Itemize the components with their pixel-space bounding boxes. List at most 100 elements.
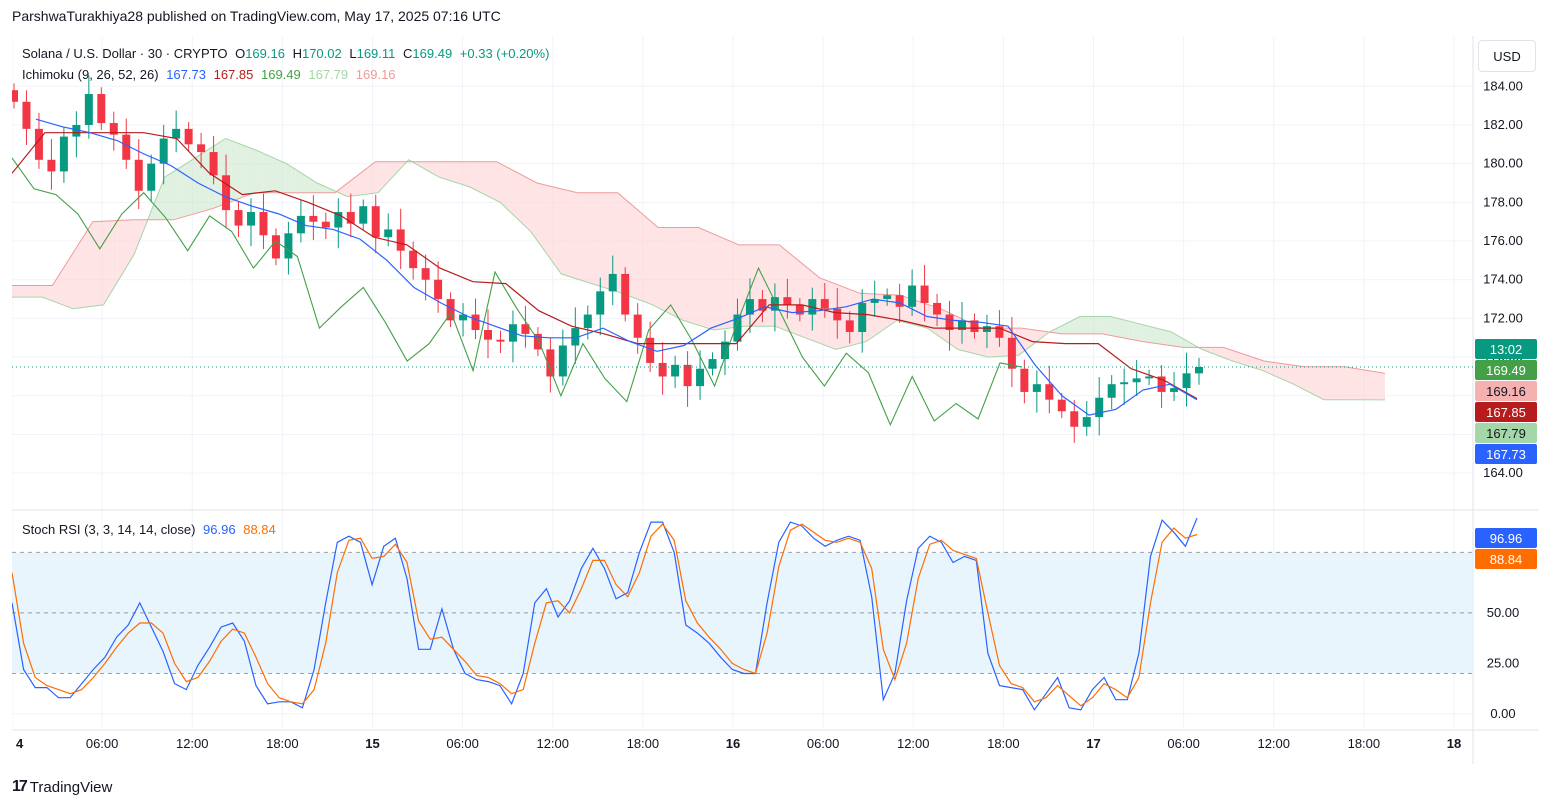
- price-tag: 167.73: [1475, 444, 1537, 464]
- candle: [608, 255, 617, 306]
- cloud-segment: [506, 166, 511, 213]
- cloud-segment: [524, 176, 530, 230]
- cloud-segment: [231, 140, 237, 202]
- cloud-segment: [629, 203, 635, 298]
- candle-body: [22, 101, 31, 129]
- stoch-label: Stoch RSI (3, 3, 14, 14, close): [22, 522, 196, 537]
- cloud-segment: [176, 166, 182, 219]
- candle-body: [633, 314, 642, 338]
- cloud-segment: [1302, 366, 1308, 392]
- candle: [409, 241, 418, 280]
- cloud-segment: [57, 269, 63, 305]
- cloud-segment: [130, 219, 136, 260]
- cloud-segment: [721, 237, 726, 330]
- cloud-segment: [1137, 323, 1143, 342]
- cloud-segment: [776, 244, 781, 329]
- cloud-segment: [1169, 331, 1175, 347]
- candle-body: [820, 299, 829, 309]
- chart-canvas[interactable]: 164.00166.00168.00170.00172.00174.00176.…: [12, 36, 1539, 764]
- price-tag-bg: [1475, 444, 1537, 464]
- candle-body: [933, 302, 942, 315]
- cloud-segment: [634, 207, 640, 300]
- cloud-segment: [1087, 316, 1093, 334]
- candle-body: [459, 314, 468, 321]
- cloud-segment: [689, 227, 694, 324]
- candle: [1007, 317, 1016, 388]
- candle-body: [608, 273, 617, 292]
- candle: [147, 154, 156, 203]
- candle: [721, 330, 729, 376]
- candle: [484, 309, 492, 359]
- time-axis-label: 12:00: [536, 736, 569, 751]
- cloud-segment: [350, 177, 356, 197]
- candle-body: [571, 328, 580, 346]
- cloud-segment: [1243, 354, 1248, 366]
- main-legend: Solana / U.S. Dollar · 30 · CRYPTO O169.…: [22, 46, 553, 61]
- candle-body: [1082, 417, 1091, 427]
- price-tag: 167.79: [1475, 423, 1537, 443]
- cloud-segment: [455, 161, 461, 184]
- cloud-segment: [510, 169, 516, 217]
- time-axis-label: 4: [16, 736, 24, 751]
- cloud-segment: [579, 192, 585, 282]
- candle: [970, 313, 979, 339]
- price-tag-label: 13:02: [1490, 342, 1523, 357]
- cloud-segment: [671, 227, 676, 317]
- cloud-segment: [904, 296, 910, 324]
- cloud-segment: [1092, 316, 1097, 334]
- tradingview-logo-text: TradingView: [29, 778, 113, 796]
- candle-body: [334, 212, 343, 228]
- candle-body: [1032, 384, 1041, 392]
- cloud-segment: [492, 161, 498, 201]
- cloud-segment: [520, 174, 525, 226]
- candle-body: [172, 128, 181, 139]
- cloud-segment: [98, 221, 104, 306]
- candle: [334, 198, 343, 249]
- cloud-segment: [1266, 361, 1271, 375]
- candle: [496, 330, 505, 354]
- cloud-segment: [639, 211, 644, 302]
- candle-body: [845, 320, 854, 332]
- cloud-segment: [327, 187, 333, 193]
- candle: [172, 110, 181, 153]
- candle-body: [321, 221, 330, 228]
- cloud-segment: [803, 264, 809, 339]
- candle-body: [34, 128, 43, 160]
- cloud-segment: [982, 328, 987, 357]
- candle-body: [970, 320, 979, 332]
- price-tag-label: 169.16: [1486, 384, 1526, 399]
- candle-body: [708, 359, 717, 369]
- time-axis-label: 15: [365, 736, 379, 751]
- price-tag: 167.85: [1475, 402, 1537, 422]
- cloud-segment: [533, 181, 539, 243]
- stoch-k-value: 96.96: [203, 522, 236, 537]
- cloud-segment: [876, 294, 882, 335]
- candle: [72, 111, 81, 158]
- tradingview-logo[interactable]: 17 TradingView: [12, 778, 112, 796]
- candle-body: [1132, 378, 1141, 383]
- candle: [459, 303, 468, 337]
- cloud-segment: [1284, 363, 1289, 383]
- stoch-rsi-pane: [12, 517, 1473, 711]
- candle: [646, 321, 655, 373]
- cloud-segment: [1160, 329, 1166, 345]
- ichimoku-chikou-value: 169.49: [260, 67, 301, 82]
- stoch-tag: 88.84: [1475, 549, 1537, 569]
- cloud-segment: [451, 161, 456, 183]
- candle-body: [1095, 397, 1104, 418]
- cloud-segment: [643, 214, 649, 304]
- candle: [97, 87, 106, 130]
- cloud-segment: [1339, 366, 1344, 400]
- stoch-tag-label: 96.96: [1490, 531, 1523, 546]
- chart-frame[interactable]: 164.00166.00168.00170.00172.00174.00176.…: [12, 36, 1539, 764]
- currency-button[interactable]: USD: [1478, 40, 1536, 72]
- price-axis-label: 176.00: [1483, 233, 1523, 248]
- cloud-segment: [1247, 355, 1253, 368]
- candle-body: [371, 206, 380, 238]
- candle-body: [783, 297, 792, 305]
- cloud-segment: [698, 227, 704, 327]
- cloud-segment: [249, 147, 255, 195]
- candle-body: [147, 163, 156, 191]
- stoch-tag: 96.96: [1475, 528, 1537, 548]
- candle-body: [546, 349, 555, 377]
